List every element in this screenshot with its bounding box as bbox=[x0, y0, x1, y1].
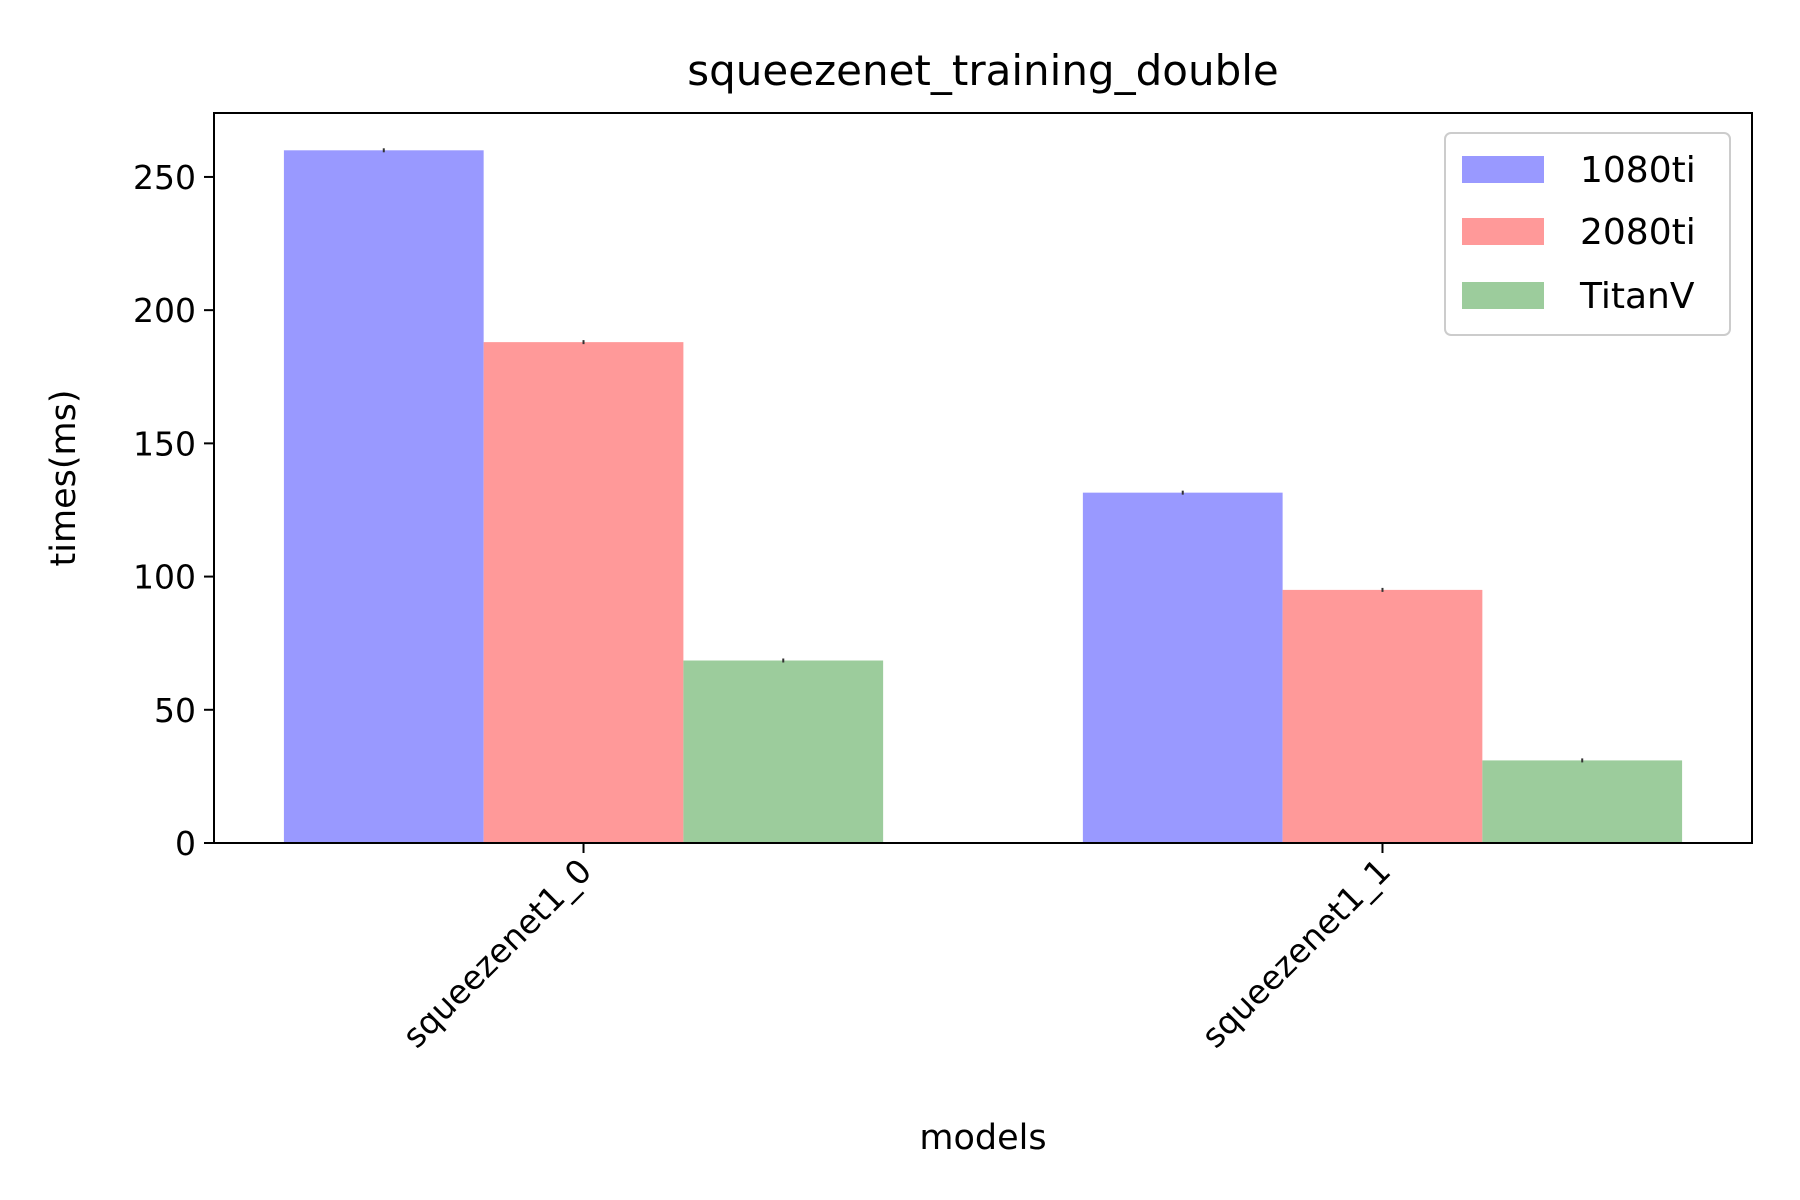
legend-label-1080ti: 1080ti bbox=[1580, 150, 1696, 191]
legend-swatch-titanv bbox=[1462, 282, 1544, 309]
chart-title: squeezenet_training_double bbox=[687, 46, 1279, 95]
bar-2080ti-squeezenet1_0 bbox=[483, 342, 684, 843]
bar-titanv-squeezenet1_0 bbox=[683, 660, 884, 843]
y-axis: 0 50 100 150 200 250 bbox=[133, 158, 214, 863]
legend-swatch-1080ti bbox=[1462, 156, 1544, 183]
legend: 1080ti 2080ti TitanV bbox=[1444, 132, 1731, 336]
bar-1080ti-squeezenet1_0 bbox=[283, 150, 484, 844]
y-tick-label: 200 bbox=[133, 291, 196, 330]
bar-2080ti-squeezenet1_1 bbox=[1282, 589, 1483, 843]
bar-titanv-squeezenet1_1 bbox=[1482, 760, 1683, 843]
bar-1080ti-squeezenet1_1 bbox=[1082, 492, 1283, 843]
error-bars-layer bbox=[382, 148, 1584, 763]
x-axis-label: models bbox=[919, 1118, 1046, 1158]
x-axis: squeezenet1_0 squeezenet1_1 bbox=[395, 843, 1398, 1055]
legend-swatch-2080ti bbox=[1462, 218, 1544, 245]
x-tick-label-squeezenet1_0: squeezenet1_0 bbox=[395, 851, 599, 1055]
y-tick-label: 250 bbox=[133, 158, 196, 197]
bars-layer bbox=[283, 150, 1683, 844]
y-axis-label: times(ms) bbox=[44, 390, 84, 567]
legend-label-titanv: TitanV bbox=[1579, 276, 1695, 317]
y-tick-label: 150 bbox=[133, 424, 196, 463]
y-tick-label: 100 bbox=[133, 558, 196, 597]
y-tick-label: 50 bbox=[154, 691, 196, 730]
legend-label-2080ti: 2080ti bbox=[1580, 212, 1696, 253]
plot-area-frame bbox=[213, 112, 1753, 844]
x-tick-label-squeezenet1_1: squeezenet1_1 bbox=[1194, 851, 1398, 1055]
y-tick-label: 0 bbox=[175, 824, 196, 863]
